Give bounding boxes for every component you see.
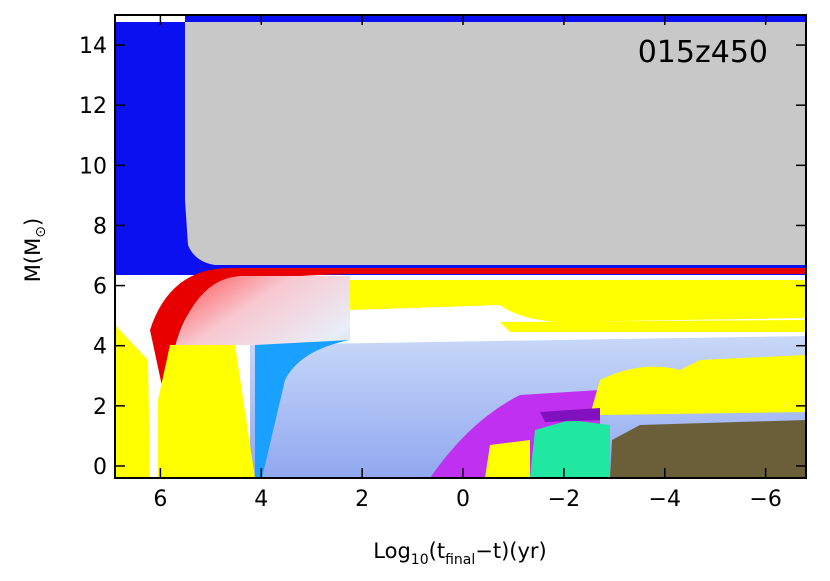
green-region bbox=[530, 420, 610, 478]
y-tick-label: 12 bbox=[79, 94, 107, 119]
x-tick-label: −6 bbox=[749, 487, 781, 512]
core-convection bbox=[255, 340, 350, 478]
mixing-region bbox=[165, 276, 350, 400]
y-axis-label: M(M⊙) bbox=[21, 218, 49, 282]
y-tick-label: 14 bbox=[79, 34, 107, 59]
x-tick-label: 0 bbox=[456, 487, 470, 512]
y-tick-label: 10 bbox=[79, 154, 107, 179]
x-tick-label: 4 bbox=[254, 487, 268, 512]
x-tick-label: 6 bbox=[153, 487, 167, 512]
y-tick-label: 8 bbox=[93, 214, 107, 239]
outer-region bbox=[185, 22, 806, 265]
x-axis-label: Log10(tfinal−t)(yr) bbox=[373, 539, 546, 568]
x-tick-label: −4 bbox=[649, 487, 681, 512]
olive-region bbox=[610, 420, 806, 478]
yellow-left bbox=[115, 325, 150, 478]
yellow-band bbox=[350, 280, 806, 322]
y-tick-label: 0 bbox=[93, 455, 107, 480]
x-tick-label: 2 bbox=[355, 487, 369, 512]
y-tick-label: 2 bbox=[93, 395, 107, 420]
y-tick-label: 4 bbox=[93, 335, 107, 360]
burning-shell bbox=[150, 268, 806, 400]
annotation: 015z450 bbox=[638, 35, 768, 70]
y-tick-label: 6 bbox=[93, 275, 107, 300]
regions bbox=[115, 15, 806, 478]
plot-frame bbox=[114, 14, 807, 479]
x-tick-label: −2 bbox=[548, 487, 580, 512]
